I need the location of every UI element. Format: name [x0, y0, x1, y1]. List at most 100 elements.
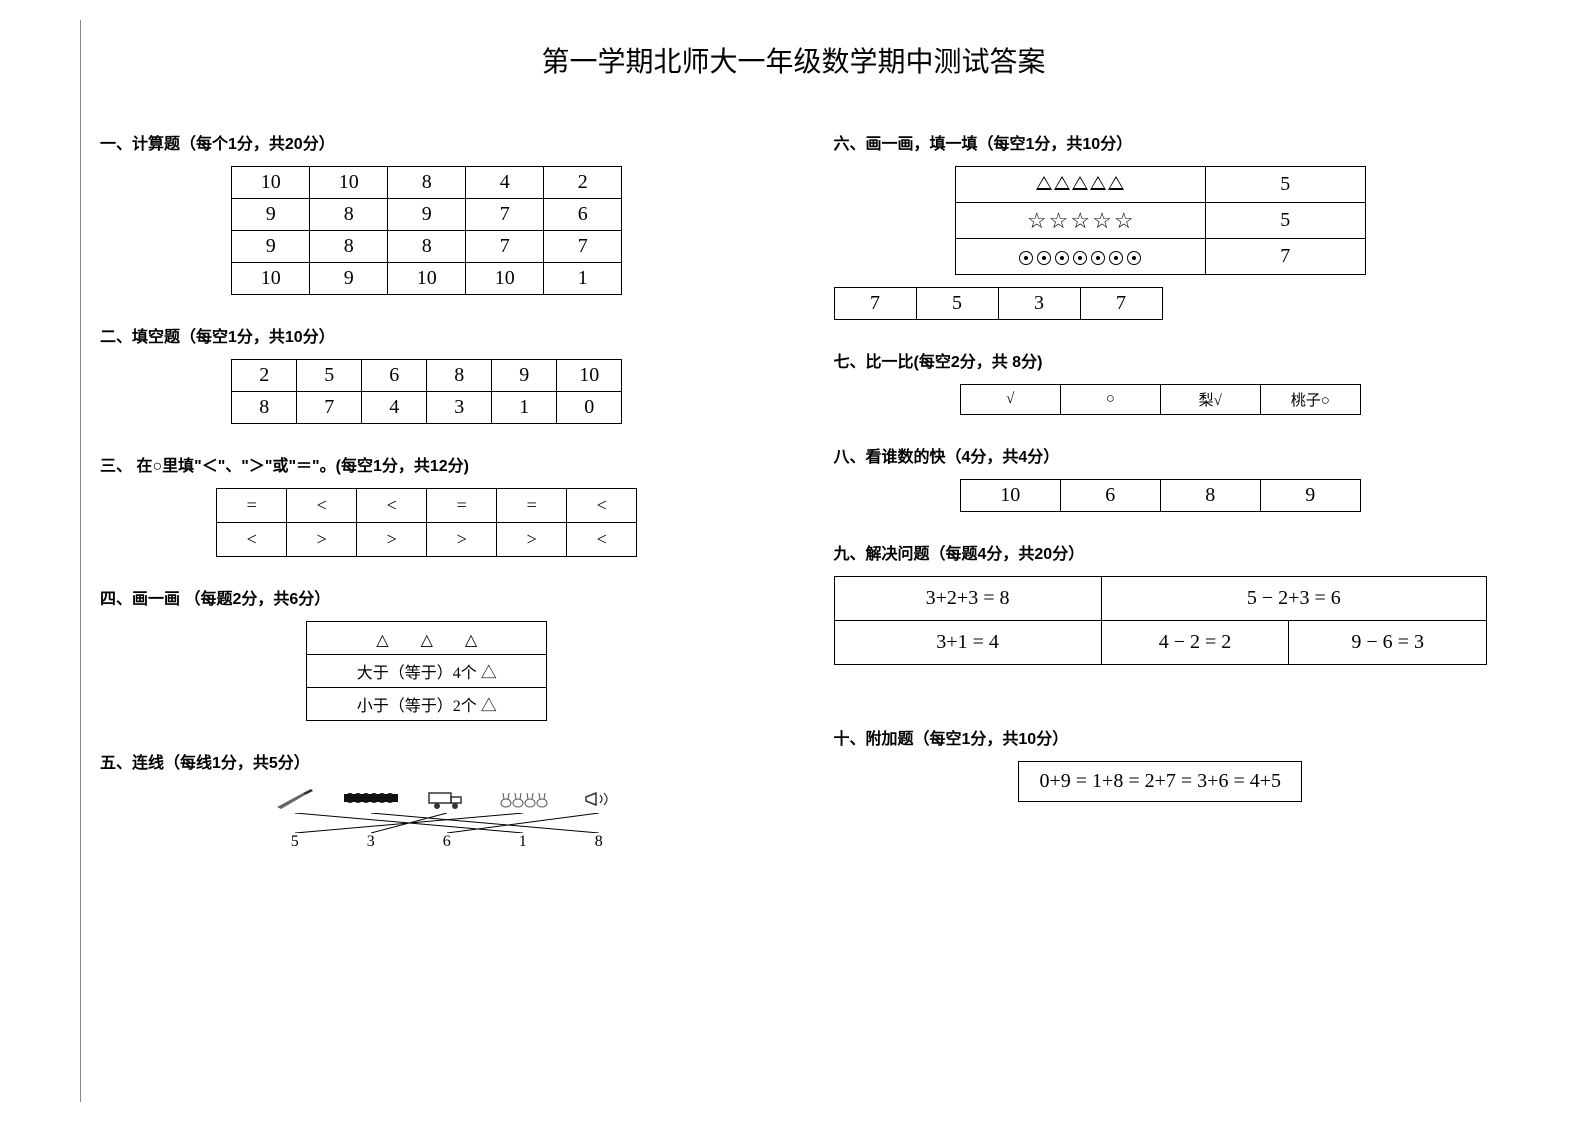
section-7: 七、比一比(每空2分，共 8分) √○梨√桃子○	[834, 348, 1488, 415]
table-cell: 9	[388, 199, 466, 231]
right-column: 六、画一画，填一填（每空1分，共10分） 5☆☆☆☆☆57 7537 七、比一比…	[834, 130, 1488, 879]
table-1: 1010842989769887710910101	[231, 166, 622, 295]
table-cell: 10	[232, 263, 310, 295]
table-cell: √	[960, 385, 1060, 415]
table-cell: 10	[388, 263, 466, 295]
table-row: △ △ △	[307, 622, 547, 655]
table-cell: 5 − 2+3 = 6	[1101, 577, 1486, 621]
table-cell: 2	[544, 167, 622, 199]
table-cell: 5	[297, 360, 362, 392]
page-margin-line	[80, 20, 81, 1102]
table-2: 2568910874310	[231, 359, 622, 424]
left-column: 一、计算题（每个1分，共20分） 10108429897698877109101…	[100, 130, 754, 879]
section-3-title: 三、 在○里填"＜"、"＞"或"＝"。(每空1分，共12分)	[100, 452, 754, 476]
horn-icon	[569, 785, 629, 813]
table-cell: <	[567, 489, 637, 523]
match-number: 1	[493, 833, 553, 851]
table-cell: 3+2+3 = 8	[834, 577, 1101, 621]
table-cell: 4	[362, 392, 427, 424]
circle-dot-icon	[1091, 251, 1105, 265]
star-icon: ☆	[1070, 208, 1090, 233]
match-number: 5	[265, 833, 325, 851]
table-cell: <	[217, 523, 287, 557]
icon-row	[257, 785, 637, 813]
table-cell: 10	[960, 480, 1060, 512]
table-row: 98877	[232, 231, 622, 263]
section-4: 四、画一画 （每题2分，共6分） △ △ △大于（等于）4个 △小于（等于）2个…	[100, 585, 754, 721]
number-row: 53618	[257, 833, 637, 851]
matching-lines	[257, 813, 637, 833]
content-columns: 一、计算题（每个1分，共20分） 10108429897698877109101…	[100, 130, 1487, 879]
table-cell: 3	[998, 288, 1080, 320]
page-title: 第一学期北师大一年级数学期中测试答案	[100, 40, 1487, 80]
circle-dot-icon	[1109, 251, 1123, 265]
table-cell: ○	[1060, 385, 1160, 415]
table-cell: 6	[1060, 480, 1160, 512]
count-cell: 5	[1205, 167, 1365, 203]
table-9: 3+2+3 = 85 − 2+3 = 63+1 = 44 − 2 = 29 − …	[834, 576, 1488, 665]
section-7-title: 七、比一比(每空2分，共 8分)	[834, 348, 1488, 372]
table-cell: 8	[388, 231, 466, 263]
circle-dot-icon	[1019, 251, 1033, 265]
table-cell: 8	[310, 199, 388, 231]
table-cell: 6	[544, 199, 622, 231]
circle-dot-icon	[1073, 251, 1087, 265]
table-cell: 6	[362, 360, 427, 392]
table-row: 2568910	[232, 360, 622, 392]
table-cell: 小于（等于）2个 △	[307, 688, 547, 721]
table-cell: 8	[1160, 480, 1260, 512]
table-cell: <	[567, 523, 637, 557]
table-6a: 5☆☆☆☆☆57	[955, 166, 1366, 275]
table-cell: 9 − 6 = 3	[1289, 621, 1487, 665]
table-cell: >	[497, 523, 567, 557]
broom-icon	[265, 785, 325, 813]
table-cell: 4 − 2 = 2	[1101, 621, 1289, 665]
section-4-title: 四、画一画 （每题2分，共6分）	[100, 585, 754, 609]
count-cell: 7	[1205, 239, 1365, 275]
star-icon: ☆	[1092, 208, 1112, 233]
section-1-title: 一、计算题（每个1分，共20分）	[100, 130, 754, 154]
section-1: 一、计算题（每个1分，共20分） 10108429897698877109101…	[100, 130, 754, 295]
triangle-icon	[1054, 176, 1070, 190]
table-row: 10910101	[232, 263, 622, 295]
table-cell: 10	[310, 167, 388, 199]
match-number: 3	[341, 833, 401, 851]
table-cell: △ △ △	[307, 622, 547, 655]
match-number: 6	[417, 833, 477, 851]
count-cell: 5	[1205, 203, 1365, 239]
table-cell: 10	[232, 167, 310, 199]
table-row: 5	[955, 167, 1365, 203]
table-6b: 7537	[834, 287, 1163, 320]
shape-cell	[955, 239, 1205, 275]
table-row: 3+2+3 = 85 − 2+3 = 6	[834, 577, 1487, 621]
table-cell: 1	[544, 263, 622, 295]
table-cell: 桃子○	[1260, 385, 1360, 415]
section-10: 十、附加题（每空1分，共10分） 0+9 = 1+8 = 2+7 = 3+6 =…	[834, 725, 1488, 802]
section-6-title: 六、画一画，填一填（每空1分，共10分）	[834, 130, 1488, 154]
table-row: 874310	[232, 392, 622, 424]
table-cell: 7	[834, 288, 916, 320]
section-8-title: 八、看谁数的快（4分，共4分）	[834, 443, 1488, 467]
section-9-title: 九、解决问题（每题4分，共20分）	[834, 540, 1488, 564]
triangle-icon	[1090, 176, 1106, 190]
caterpillar-icon	[341, 785, 401, 813]
table-cell: 9	[1260, 480, 1360, 512]
table-cell: 7	[297, 392, 362, 424]
star-icon: ☆	[1027, 208, 1047, 233]
table-cell: 3+1 = 4	[834, 621, 1101, 665]
table-cell: 7	[466, 199, 544, 231]
table-7: √○梨√桃子○	[960, 384, 1361, 415]
table-row: 大于（等于）4个 △	[307, 655, 547, 688]
table-cell: 2	[232, 360, 297, 392]
section-2-title: 二、填空题（每空1分，共10分）	[100, 323, 754, 347]
table-cell: 8	[232, 392, 297, 424]
table-cell: 10	[466, 263, 544, 295]
table-cell: 8	[427, 360, 492, 392]
table-row: 1010842	[232, 167, 622, 199]
table-cell: 0	[557, 392, 622, 424]
table-cell: 10	[557, 360, 622, 392]
section-2: 二、填空题（每空1分，共10分） 2568910874310	[100, 323, 754, 424]
table-cell: 4	[466, 167, 544, 199]
section-9: 九、解决问题（每题4分，共20分） 3+2+3 = 85 − 2+3 = 63+…	[834, 540, 1488, 665]
section-6: 六、画一画，填一填（每空1分，共10分） 5☆☆☆☆☆57 7537	[834, 130, 1488, 320]
